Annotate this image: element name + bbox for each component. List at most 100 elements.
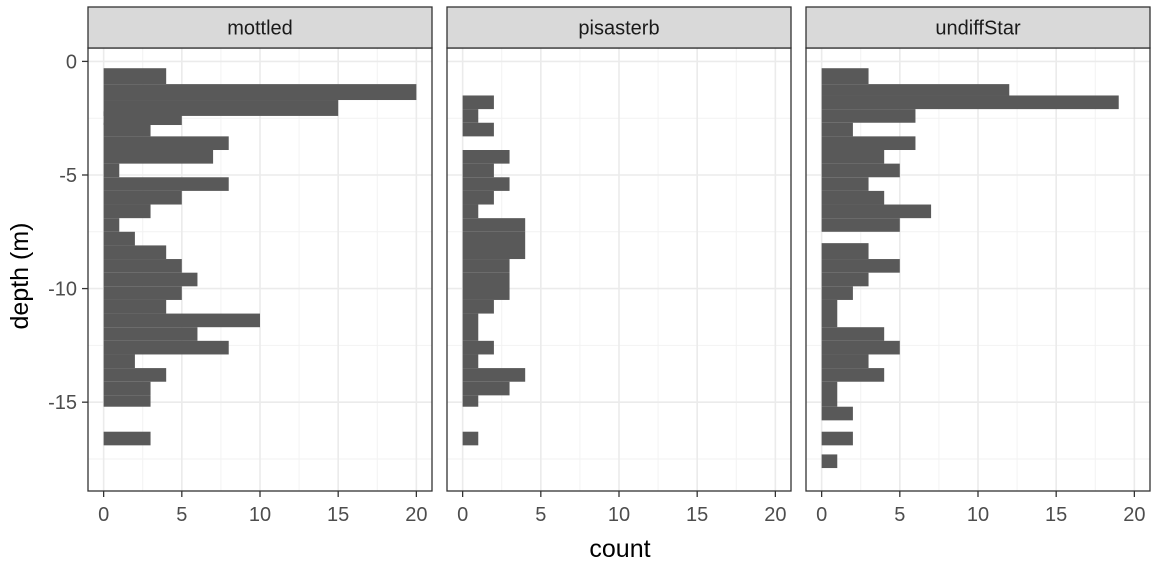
x-tick-label: 10	[249, 504, 271, 526]
histogram-bar	[462, 340, 494, 355]
histogram-bar	[462, 313, 479, 341]
histogram-bar	[462, 395, 479, 407]
histogram-bar	[462, 163, 494, 178]
facet-strip-label: undiffStar	[935, 18, 1021, 40]
y-tick-label: -15	[48, 392, 77, 414]
histogram-bar	[821, 368, 885, 382]
histogram-bar	[821, 122, 853, 137]
histogram-bar	[103, 259, 182, 273]
histogram-bar	[821, 68, 869, 85]
histogram-bar	[821, 381, 838, 407]
histogram-bar	[462, 368, 526, 382]
histogram-bar	[821, 95, 1119, 110]
histogram-bar	[103, 177, 229, 191]
histogram-bar	[103, 136, 229, 151]
histogram-bar	[462, 204, 479, 219]
histogram-bar	[103, 190, 182, 205]
x-tick-label: 15	[686, 504, 708, 526]
histogram-bar	[103, 431, 151, 446]
histogram-bar	[821, 204, 932, 219]
x-tick-label: 0	[457, 504, 468, 526]
histogram-bar	[462, 218, 526, 232]
x-tick-label: 10	[608, 504, 630, 526]
histogram-bar	[103, 381, 151, 396]
histogram-bar	[462, 150, 510, 164]
histogram-bar	[462, 109, 479, 123]
facet-strip	[446, 6, 792, 49]
histogram-bar	[821, 109, 916, 123]
x-tick-label: 20	[764, 504, 786, 526]
x-tick-label: 15	[1045, 504, 1067, 526]
histogram-bar	[821, 150, 885, 164]
histogram-bar	[462, 272, 510, 300]
histogram-bar	[103, 68, 167, 85]
x-tick-label: 0	[98, 504, 109, 526]
histogram-bar	[103, 204, 151, 219]
histogram-bar	[103, 340, 229, 355]
histogram-bar	[103, 327, 198, 341]
histogram-bar	[821, 272, 869, 287]
y-axis: 0 -5 -10 -15	[48, 51, 88, 414]
histogram-bar	[103, 313, 261, 328]
histogram-bar	[821, 243, 869, 260]
histogram-bar	[821, 354, 869, 369]
histogram-bar	[462, 190, 494, 205]
facet-panel-undiffStar: undiffStar 0 5 10 15 20	[805, 6, 1151, 526]
histogram-bar	[103, 84, 417, 101]
histogram-bar	[462, 299, 494, 314]
x-axis-label: count	[589, 535, 650, 563]
histogram-bar	[462, 354, 479, 369]
facet-strip-label: mottled	[227, 18, 293, 40]
histogram-bar	[103, 218, 120, 232]
facet-panel-mottled: mottled 0 5 10 15 20	[87, 6, 433, 526]
x-tick-label: 5	[894, 504, 905, 526]
y-tick-label: -5	[59, 165, 77, 187]
histogram-bar	[462, 95, 494, 110]
histogram-bar	[462, 381, 510, 396]
x-tick-label: 20	[405, 504, 427, 526]
x-tick-label: 15	[327, 504, 349, 526]
x-tick-label: 5	[535, 504, 546, 526]
histogram-bar	[821, 431, 853, 446]
histogram-bar	[462, 431, 479, 446]
histogram-bar	[103, 286, 182, 300]
histogram-bar	[462, 231, 526, 260]
x-tick-label: 0	[816, 504, 827, 526]
histogram-bar	[103, 150, 214, 164]
histogram-bar	[103, 245, 167, 260]
histogram-bar	[103, 111, 182, 126]
histogram-bar	[821, 299, 838, 328]
histogram-bar	[103, 231, 135, 246]
histogram-bar	[103, 163, 120, 178]
histogram-bar	[103, 354, 135, 369]
histogram-bar	[821, 259, 900, 273]
histogram-bar	[103, 299, 167, 314]
facet-strip-label: pisasterb	[578, 18, 659, 40]
histogram-bar	[103, 368, 167, 382]
histogram-bar	[821, 327, 885, 341]
histogram-bar	[103, 272, 198, 287]
histogram-bar	[462, 177, 510, 191]
histogram-bar	[821, 340, 900, 355]
x-tick-label: 10	[967, 504, 989, 526]
histogram-bar	[103, 395, 151, 407]
histogram-bar	[821, 136, 916, 151]
y-tick-label: -10	[48, 279, 77, 301]
histogram-bar	[821, 84, 1010, 96]
histogram-bar	[821, 218, 900, 232]
x-tick-label: 20	[1123, 504, 1145, 526]
facet-strip	[805, 6, 1151, 49]
histogram-bar	[821, 454, 838, 469]
histogram-bar	[462, 122, 494, 137]
y-tick-label: 0	[66, 51, 77, 73]
facet-strip	[87, 6, 433, 49]
facet-panel-pisasterb: pisasterb 0 5 10 15 20	[446, 6, 792, 526]
histogram-bar	[103, 122, 151, 137]
histogram-bar	[821, 190, 885, 205]
x-tick-label: 5	[176, 504, 187, 526]
histogram-bar	[821, 286, 853, 300]
histogram-bar	[821, 163, 900, 178]
